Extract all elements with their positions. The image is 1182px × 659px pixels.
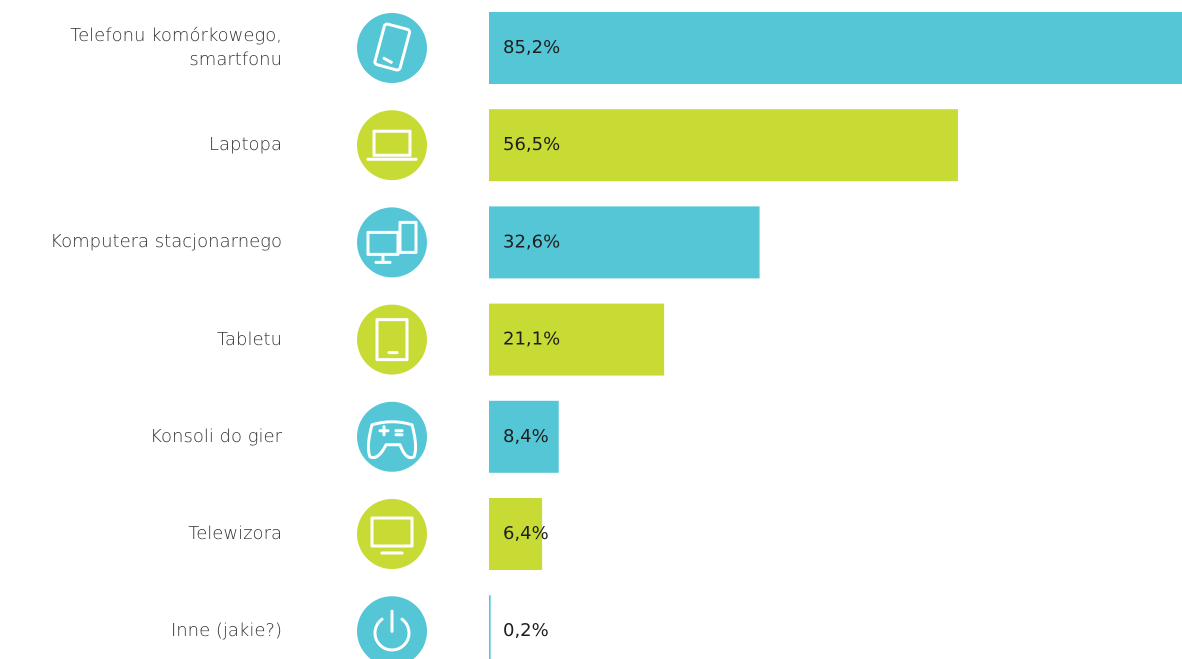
bar — [489, 498, 543, 570]
icon-glyph — [373, 22, 412, 72]
icon-glyph — [370, 516, 414, 548]
value-label: 85,2% — [503, 37, 560, 58]
category-label: Telewizora — [188, 523, 282, 544]
icon — [357, 596, 427, 659]
icon-glyph — [378, 425, 404, 437]
icon-circle — [357, 110, 427, 181]
bar — [489, 12, 1182, 84]
value-label: 6,4% — [503, 523, 549, 544]
icon — [357, 304, 427, 375]
bar — [489, 206, 760, 279]
category-label: Laptopa — [208, 134, 282, 156]
bar — [489, 303, 665, 376]
bar — [489, 400, 559, 473]
bar — [489, 595, 491, 659]
bar — [489, 109, 958, 182]
icon — [357, 401, 427, 472]
value-label: 21,1% — [503, 329, 560, 350]
icon — [357, 110, 427, 181]
icon-circle — [357, 499, 427, 569]
value-label: 8,4% — [503, 426, 549, 447]
category-label: Inne (jakie?) — [170, 620, 282, 642]
category-label: Telefonu komórkowego, smartfonu — [70, 25, 282, 70]
category-label: Komputera stacjonarnego — [50, 231, 282, 253]
icon-circle — [357, 13, 427, 83]
icon — [357, 499, 427, 569]
icon-circle — [357, 207, 427, 278]
icon-glyph — [373, 617, 411, 652]
icon-glyph — [366, 420, 418, 460]
icon-glyph — [398, 220, 418, 254]
icon-circle — [357, 401, 427, 472]
icon-glyph — [372, 129, 412, 157]
icon-glyph — [375, 318, 409, 362]
icon — [357, 13, 427, 83]
value-label: 32,6% — [503, 231, 560, 252]
icon — [357, 207, 427, 278]
icon-circle — [357, 304, 427, 375]
value-label: 0,2% — [503, 620, 549, 641]
category-label: Tabletu — [216, 328, 282, 350]
value-label: 56,5% — [503, 134, 560, 155]
category-label: Konsoli do gier — [150, 425, 282, 447]
icon-glyph — [382, 56, 393, 64]
